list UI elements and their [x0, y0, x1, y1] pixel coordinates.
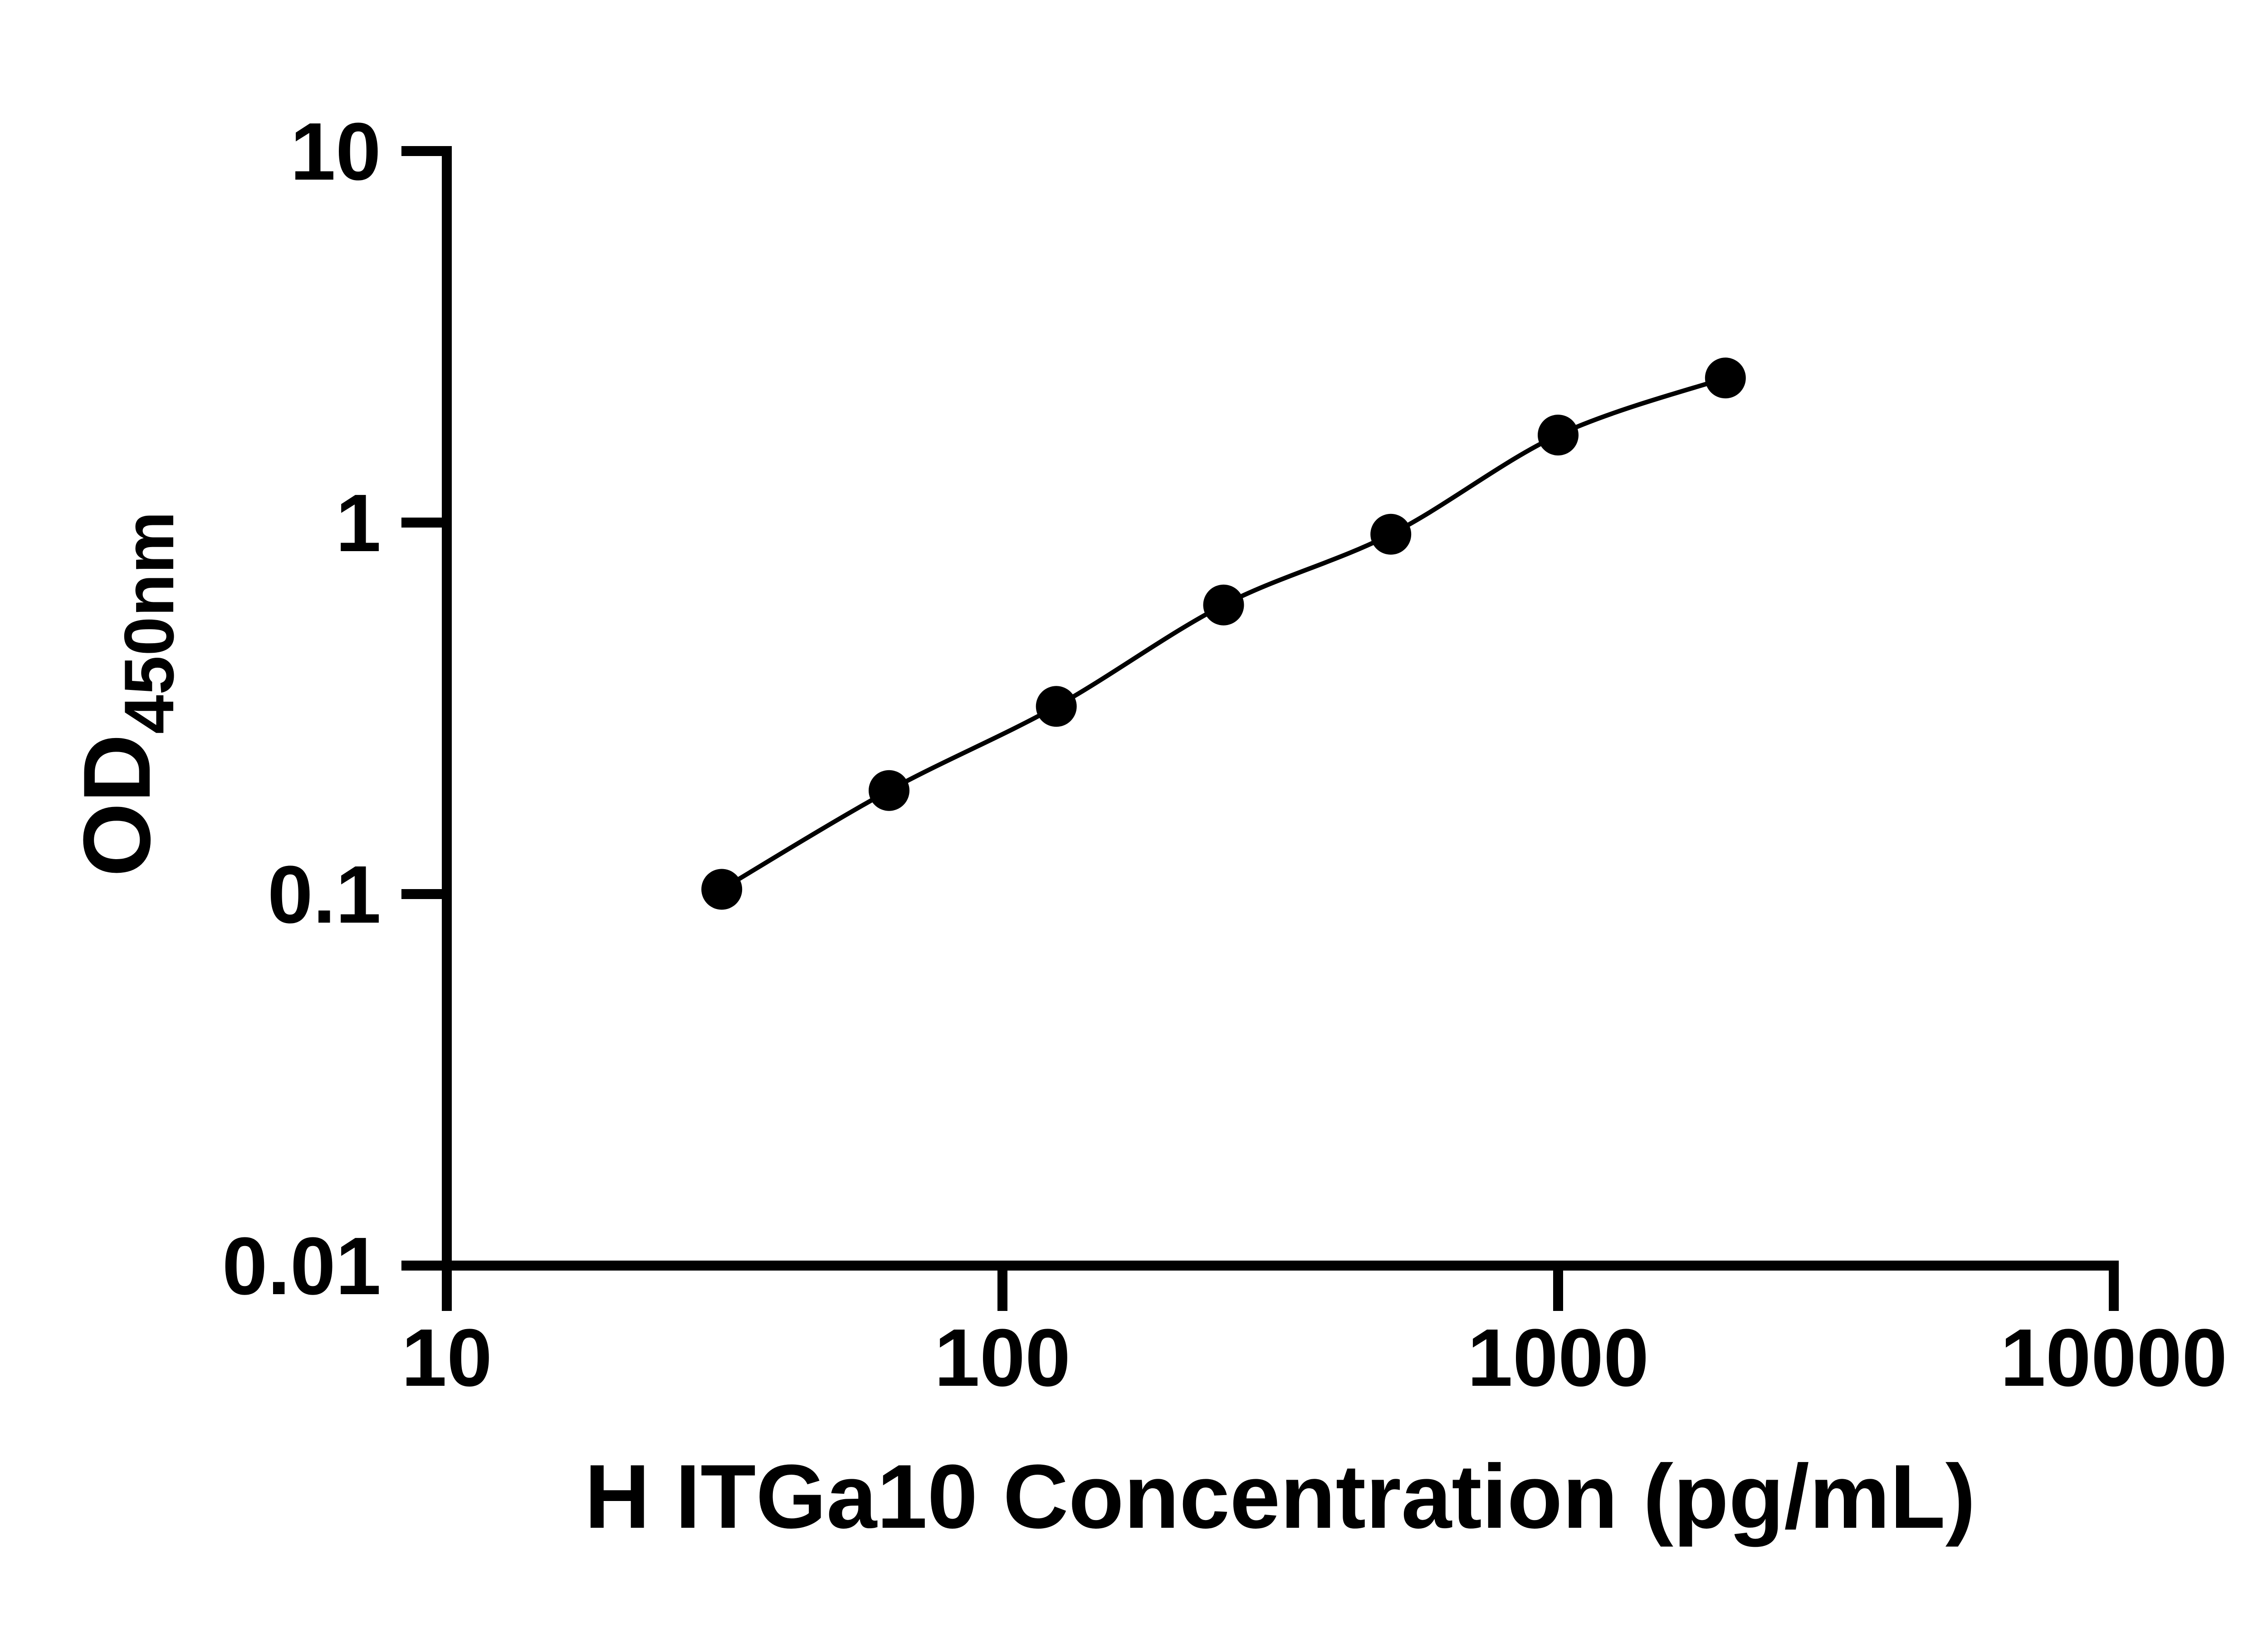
data-point: [1370, 513, 1412, 555]
data-point: [1203, 584, 1244, 626]
y-axis-title-subscript: 450nm: [110, 511, 188, 734]
x-tick-label: 10000: [2000, 1312, 2228, 1403]
x-axis-title: H ITGa10 Concentration (pg/mL): [585, 1446, 1976, 1547]
data-point: [1036, 686, 1077, 727]
y-axis-title: OD450nm: [64, 511, 188, 877]
y-axis-title-main: OD: [64, 734, 170, 877]
data-point: [1705, 357, 1746, 399]
x-tick-label: 100: [934, 1312, 1070, 1403]
y-tick-label: 0.1: [268, 849, 381, 940]
data-point: [869, 770, 909, 811]
x-tick-label: 1000: [1467, 1312, 1649, 1403]
x-tick-label: 10: [401, 1312, 492, 1403]
axes-layer: 10 100 1000 10000 0.01 0.1 1 10: [222, 106, 2228, 1403]
y-tick-label: 0.01: [222, 1221, 381, 1312]
data-point: [1538, 415, 1579, 456]
y-tick-label: 10: [290, 106, 381, 197]
data-point: [701, 869, 743, 910]
series-layer: [701, 357, 1746, 910]
fit-curve: [720, 376, 1726, 891]
y-tick-label: 1: [336, 478, 381, 569]
